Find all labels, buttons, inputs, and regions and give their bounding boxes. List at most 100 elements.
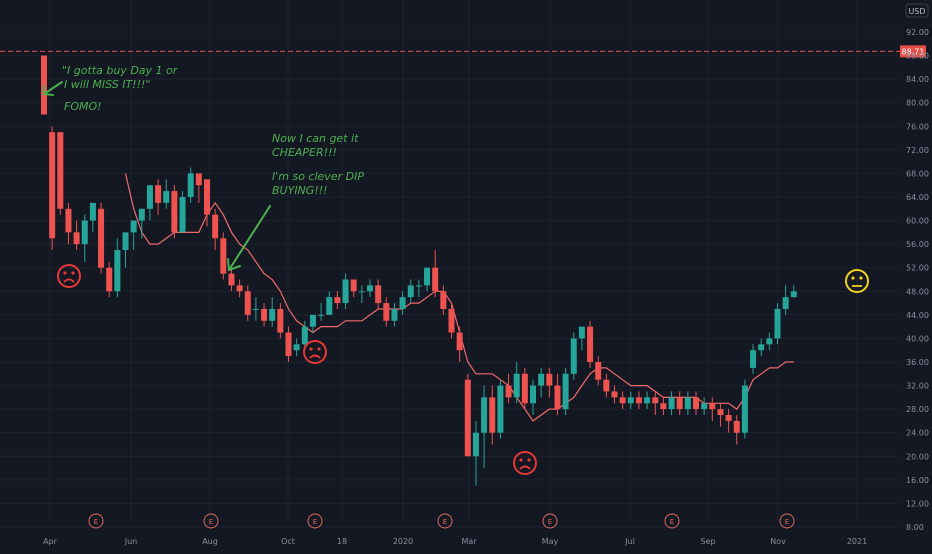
candle-body <box>481 397 488 433</box>
candle-body <box>65 208 72 233</box>
candle-body <box>758 344 765 351</box>
y-tick-label: 80.00 <box>906 99 929 108</box>
candle-body <box>130 220 137 233</box>
candle-body <box>521 373 528 404</box>
annotations-layer: "I gotta buy Day 1 or I will MISS IT!!!"… <box>43 64 364 272</box>
sad-face-icon <box>513 451 537 475</box>
candle-body <box>383 303 390 321</box>
candle-body <box>489 397 496 433</box>
candle-body <box>587 326 594 362</box>
face-mouth <box>519 465 531 470</box>
candle-body <box>212 214 219 239</box>
candle-body <box>530 385 536 404</box>
candle-body <box>220 238 227 274</box>
candle-body <box>195 173 202 186</box>
y-tick-label: 68.00 <box>906 169 929 178</box>
candle-body <box>89 202 96 221</box>
x-tick-label: Sep <box>700 537 715 546</box>
candle-body <box>733 420 740 433</box>
candle-body <box>122 232 129 251</box>
candle-body <box>309 314 316 327</box>
earnings-marker <box>664 513 680 529</box>
face-outline <box>303 340 327 364</box>
faces-layer <box>57 264 869 475</box>
y-tick-label: 56.00 <box>906 240 929 249</box>
candle-body <box>709 403 716 410</box>
x-tick-label: 2021 <box>847 537 867 546</box>
candle-body <box>644 397 651 404</box>
candle-body <box>228 273 235 286</box>
candle-body <box>342 279 349 304</box>
earnings-marker-label: E <box>94 518 98 526</box>
candle-body <box>277 308 284 333</box>
cheaper-note-line-1: Now I can get it <box>272 132 359 145</box>
candle-body <box>334 297 341 304</box>
candle-body <box>750 350 757 368</box>
candle-body <box>285 332 292 357</box>
y-tick-label: 28.00 <box>906 405 929 414</box>
earnings-marker <box>88 513 104 529</box>
candle-body <box>595 362 602 380</box>
y-tick-label: 92.00 <box>906 28 929 37</box>
candle-body <box>301 326 308 345</box>
candle-body <box>114 250 121 292</box>
candle-body <box>448 308 455 333</box>
candle-body <box>57 132 64 209</box>
candle-body <box>684 397 691 410</box>
earnings-marker <box>307 513 323 529</box>
candle-body <box>774 308 781 339</box>
cheaper-note-line-2: CHEAPER!!! <box>272 146 337 159</box>
earnings-marker <box>779 513 795 529</box>
arrow-icon <box>227 205 271 272</box>
candle-body <box>717 409 724 416</box>
candle-body <box>326 297 333 315</box>
currency-label: USD <box>908 7 925 16</box>
candle-body <box>106 267 113 292</box>
sad-face-icon <box>303 340 327 364</box>
face-mouth <box>63 278 75 283</box>
y-tick-label: 44.00 <box>906 311 929 320</box>
candle-body <box>424 267 431 286</box>
face-eye <box>317 347 321 351</box>
earnings-marker-label: E <box>548 518 552 526</box>
dip-note-line-1: I'm so clever DIP <box>272 170 364 183</box>
x-tick-label: Oct <box>281 537 295 546</box>
earnings-marker <box>542 513 558 529</box>
y-tick-label: 24.00 <box>906 429 929 438</box>
arrow-icon <box>43 81 63 96</box>
candles-layer <box>41 55 797 486</box>
face-eye <box>527 458 531 462</box>
moving-average-layer <box>124 173 794 422</box>
currency-badge: USD <box>905 3 929 18</box>
fomo-note-line-1: "I gotta buy Day 1 or <box>62 64 179 77</box>
y-axis: 92.00 88.00 84.00 80.00 76.00 72.00 68.00 64.00… <box>906 28 929 532</box>
moving-average-line <box>124 173 794 422</box>
face-eye <box>309 347 313 351</box>
candle-body <box>367 285 373 292</box>
face-outline <box>845 269 869 293</box>
candle-body <box>513 373 520 398</box>
candle-body <box>244 291 251 315</box>
price-line-layer: 88.71 <box>0 45 926 58</box>
earnings-marker-label: E <box>670 518 674 526</box>
candle-body <box>236 285 243 292</box>
candle-body <box>668 397 675 410</box>
candle-body <box>293 344 300 351</box>
y-tick-label: 52.00 <box>906 264 929 273</box>
candle-body <box>163 191 170 203</box>
candle-body <box>660 403 667 410</box>
face-eye <box>519 458 523 462</box>
y-tick-label: 48.00 <box>906 287 929 296</box>
dip-note-line-2: BUYING!!! <box>272 184 328 197</box>
x-tick-label: Mar <box>461 537 477 546</box>
candle-body <box>415 285 422 287</box>
candle-body <box>171 191 178 233</box>
earnings-marker-label: E <box>443 518 447 526</box>
candle-body <box>603 379 610 392</box>
x-tick-label: Aug <box>202 537 218 546</box>
candle-body <box>146 185 153 209</box>
x-tick-label: Jul <box>624 537 635 546</box>
